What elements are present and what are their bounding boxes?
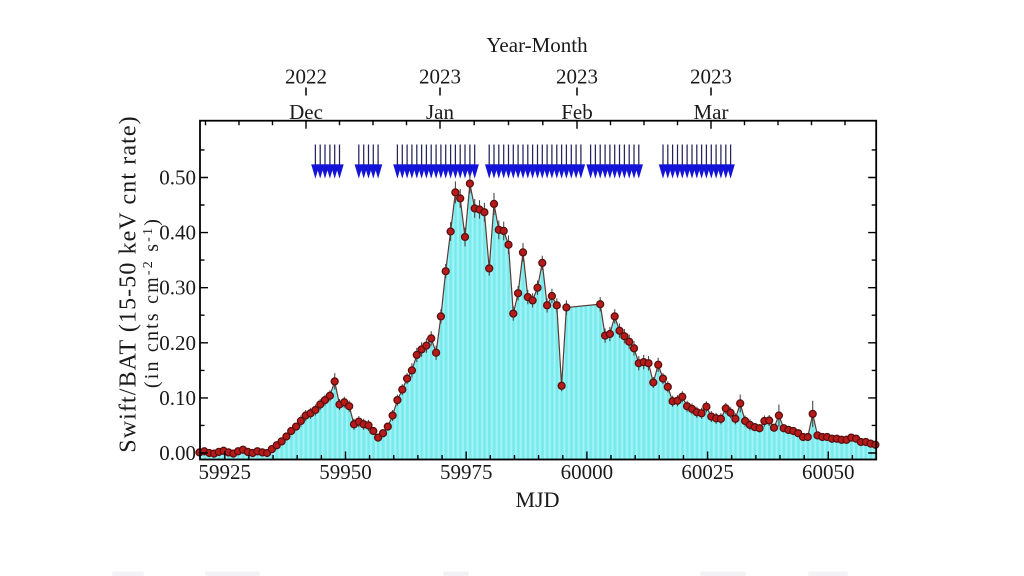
svg-text:Feb: Feb [561,100,593,124]
svg-text:Year-Month: Year-Month [486,33,588,57]
svg-text:60050: 60050 [802,460,855,484]
svg-text:2023: 2023 [690,65,732,89]
svg-text:59975: 59975 [440,460,493,484]
svg-text:59925: 59925 [199,460,252,484]
svg-text:0.20: 0.20 [159,331,196,355]
svg-text:2023: 2023 [419,65,461,89]
svg-text:0.30: 0.30 [159,276,196,300]
svg-text:Swift/BAT (15-50 keV cnt rate): Swift/BAT (15-50 keV cnt rate) [116,115,142,452]
svg-text:0.00: 0.00 [159,441,196,465]
svg-text:Jan: Jan [426,100,454,124]
svg-text:2023: 2023 [556,65,598,89]
svg-text:(in cnts cm-2 s-1): (in cnts cm-2 s-1) [141,217,163,388]
svg-text:0.40: 0.40 [159,221,196,245]
svg-text:59950: 59950 [319,460,372,484]
svg-text:Dec: Dec [289,100,323,124]
svg-text:60025: 60025 [681,460,734,484]
svg-text:0.10: 0.10 [159,386,196,410]
svg-text:MJD: MJD [515,487,559,512]
svg-text:Mar: Mar [694,100,729,124]
svg-text:0.50: 0.50 [159,166,196,190]
svg-text:2022: 2022 [285,65,327,89]
svg-text:60000: 60000 [561,460,614,484]
